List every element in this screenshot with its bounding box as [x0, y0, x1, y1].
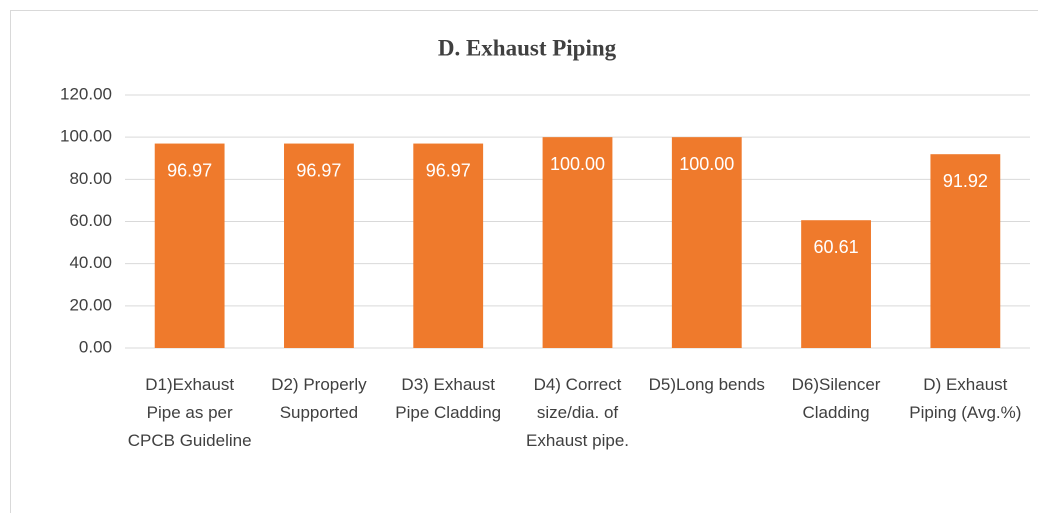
- x-tick-label: D2) Properly Supported: [271, 375, 367, 422]
- x-tick-label: D3) Exhaust Pipe Cladding: [395, 375, 502, 422]
- data-label: 100.00: [550, 154, 605, 174]
- y-tick-label: 80.00: [69, 169, 112, 188]
- bar: [542, 137, 613, 348]
- bar: [154, 143, 225, 348]
- y-tick-label: 40.00: [69, 253, 112, 272]
- data-label: 60.61: [814, 237, 859, 257]
- x-tick-label: D6)Silencer Cladding: [791, 375, 881, 422]
- y-tick-label: 100.00: [60, 127, 112, 146]
- y-tick-label: 20.00: [69, 295, 112, 314]
- chart-title: D. Exhaust Piping: [438, 35, 617, 60]
- data-label: 96.97: [296, 160, 341, 180]
- x-tick-label: D1)Exhaust Pipe as per CPCB Guideline: [127, 375, 252, 450]
- x-tick-label: D4) Correct size/dia. of Exhaust pipe.: [525, 375, 629, 450]
- x-tick-label: D5)Long bends: [648, 375, 765, 394]
- data-label: 100.00: [679, 154, 734, 174]
- bar: [671, 137, 742, 348]
- data-label: 96.97: [167, 160, 212, 180]
- y-tick-label: 120.00: [60, 84, 112, 103]
- bar: [284, 143, 354, 348]
- data-label: 96.97: [426, 160, 471, 180]
- chart-frame: [10, 10, 1038, 513]
- y-tick-label: 0.00: [79, 337, 112, 356]
- y-tick-label: 60.00: [69, 211, 112, 230]
- x-tick-label: D) Exhaust Piping (Avg.%): [909, 375, 1022, 422]
- bar: [801, 220, 871, 348]
- data-label: 91.92: [943, 171, 988, 191]
- bar: [930, 154, 1001, 348]
- bar: [413, 143, 484, 348]
